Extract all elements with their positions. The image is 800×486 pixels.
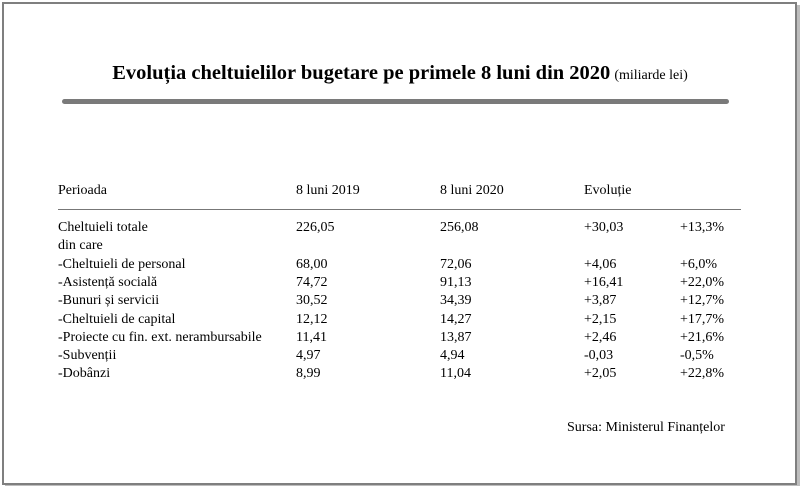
value-2019: 11,41 <box>296 330 327 345</box>
value-2020: 13,87 <box>440 330 472 345</box>
title-text: Evoluția cheltuielilor bugetare pe prime… <box>112 62 611 84</box>
header-rule <box>58 209 741 210</box>
table-row: -Subvenții 4,97 4,94 -0,03 -0,5% <box>0 348 800 366</box>
header-2019: 8 luni 2019 <box>296 183 360 198</box>
evolution-diff: +2,46 <box>584 330 617 345</box>
value-2019: 226,05 <box>296 220 335 235</box>
value-2020: 91,13 <box>440 275 472 290</box>
value-2019: 68,00 <box>296 257 328 272</box>
source-note: Sursa: Ministerul Finanțelor <box>567 420 725 435</box>
value-2020: 34,39 <box>440 293 472 308</box>
header-evolution: Evoluție <box>584 183 632 198</box>
table-row: -Proiecte cu fin. ext. nerambursabile 11,… <box>0 330 800 348</box>
value-2019: 30,52 <box>296 293 328 308</box>
evolution-pct: +12,7% <box>680 293 725 308</box>
value-2020: 72,06 <box>440 257 472 272</box>
evolution-pct: +22,8% <box>680 366 725 381</box>
evolution-diff: +2,15 <box>584 312 617 327</box>
value-2020: 256,08 <box>440 220 479 235</box>
row-label: Cheltuieli totale <box>58 220 148 235</box>
value-2019: 8,99 <box>296 366 321 381</box>
unit-note: (miliarde lei) <box>614 68 688 83</box>
row-label: -Proiecte cu fin. ext. nerambursabile <box>58 330 262 345</box>
row-label: -Cheltuieli de personal <box>58 257 186 272</box>
row-label: -Asistență socială <box>58 275 158 290</box>
value-2019: 4,97 <box>296 348 321 363</box>
evolution-pct: +21,6% <box>680 330 725 345</box>
table-row: din care <box>0 238 800 256</box>
value-2020: 11,04 <box>440 366 471 381</box>
header-2020: 8 luni 2020 <box>440 183 504 198</box>
chart-title: Evoluția cheltuielilor bugetare pe prime… <box>0 62 800 85</box>
evolution-diff: +2,05 <box>584 366 617 381</box>
row-label: -Subvenții <box>58 348 117 363</box>
row-label: -Dobânzi <box>58 366 111 381</box>
table-row: -Bunuri și servicii 30,52 34,39 +3,87 +12,7% <box>0 293 800 311</box>
table-row: -Asistență socială 74,72 91,13 +16,41 +22,0% <box>0 275 800 293</box>
evolution-pct: -0,5% <box>680 348 714 363</box>
evolution-pct: +22,0% <box>680 275 725 290</box>
evolution-diff: +16,41 <box>584 275 624 290</box>
evolution-pct: +13,3% <box>680 220 725 235</box>
evolution-diff: +4,06 <box>584 257 617 272</box>
table-row: -Cheltuieli de capital 12,12 14,27 +2,15 +17… <box>0 312 800 330</box>
evolution-diff: +30,03 <box>584 220 624 235</box>
row-label: -Cheltuieli de capital <box>58 312 176 327</box>
table-row: -Dobânzi 8,99 11,04 +2,05 +22,8% <box>0 366 800 384</box>
table-row: -Cheltuieli de personal 68,00 72,06 +4,06 +6… <box>0 257 800 275</box>
evolution-pct: +17,7% <box>680 312 725 327</box>
value-2020: 4,94 <box>440 348 465 363</box>
evolution-pct: +6,0% <box>680 257 718 272</box>
value-2020: 14,27 <box>440 312 472 327</box>
row-label: din care <box>58 238 103 253</box>
table-row: Cheltuieli totale 226,05 256,08 +30,03 +13,3… <box>0 220 800 238</box>
row-label: -Bunuri și servicii <box>58 293 160 308</box>
title-underline <box>62 99 729 104</box>
value-2019: 74,72 <box>296 275 328 290</box>
evolution-diff: -0,03 <box>584 348 614 363</box>
header-period: Perioada <box>58 183 107 198</box>
value-2019: 12,12 <box>296 312 328 327</box>
evolution-diff: +3,87 <box>584 293 617 308</box>
